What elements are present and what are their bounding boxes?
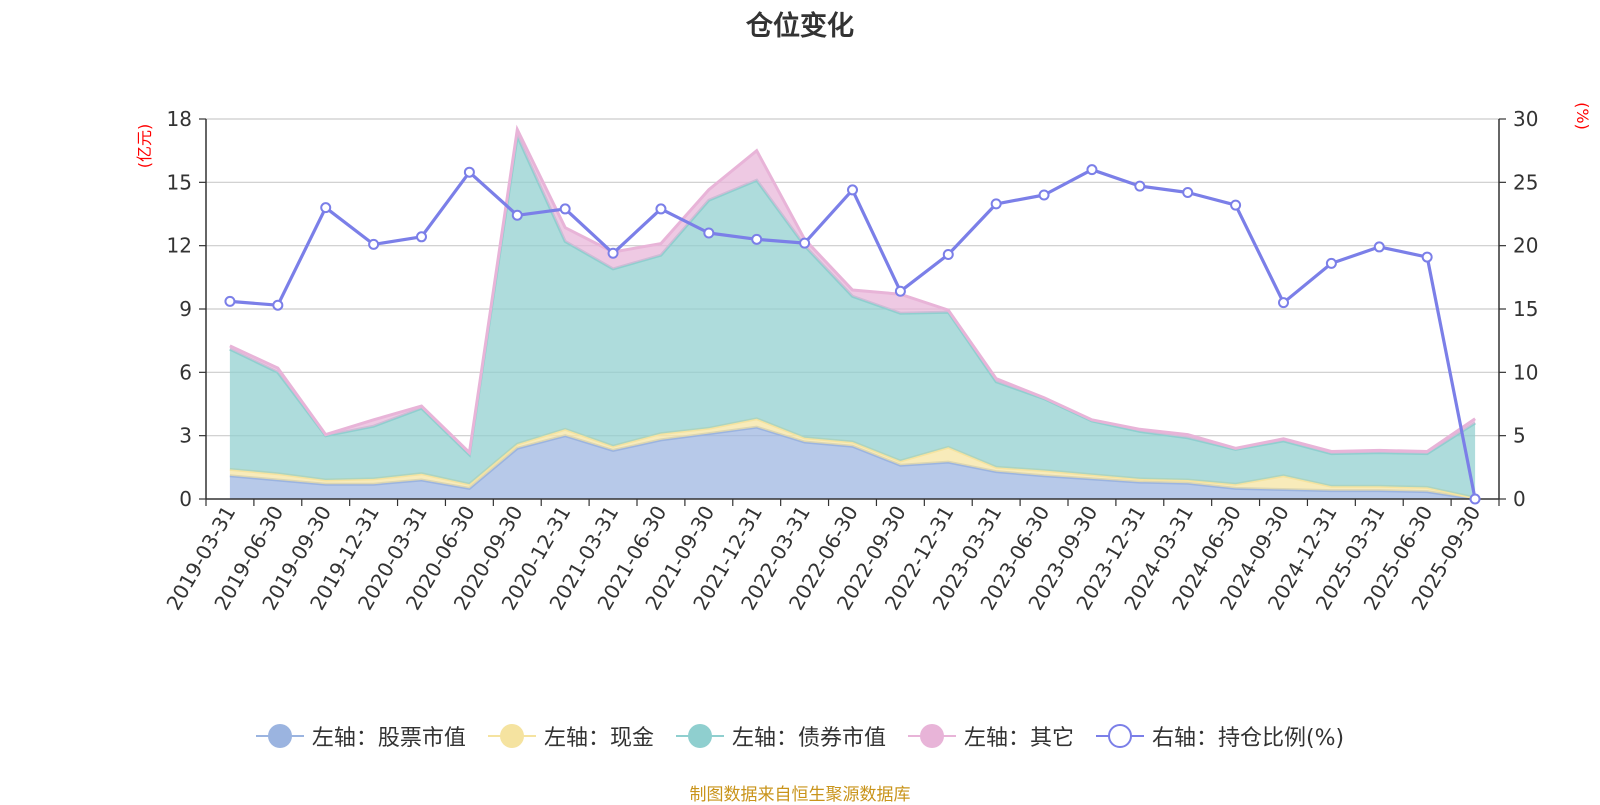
right-axis-tick-label: 15 (1513, 297, 1538, 321)
line-point[interactable] (1373, 241, 1385, 253)
legend-label: 左轴：股票市值 (311, 726, 466, 751)
legend-item[interactable]: 左轴：股票市值 (255, 720, 466, 752)
legend-symbol-icon (675, 724, 724, 748)
line-point[interactable] (751, 233, 763, 245)
right-axis-tick-label: 10 (1513, 360, 1538, 384)
line-point[interactable] (1038, 189, 1050, 201)
legend-symbol-icon (907, 724, 956, 748)
right-axis-unit: (%) (1573, 102, 1592, 130)
line-point[interactable] (1086, 164, 1098, 176)
legend-symbol-icon (1095, 724, 1144, 748)
line-point[interactable] (990, 198, 1002, 210)
line-point[interactable] (1421, 251, 1433, 263)
line-point[interactable] (799, 237, 811, 249)
left-axis-tick-label: 6 (179, 360, 192, 384)
area-左轴：股票市值 (229, 427, 1476, 499)
area-左轴：债券市值 (229, 135, 1476, 498)
line-point[interactable] (511, 209, 523, 221)
area-edge-左轴：其它 (229, 124, 1476, 456)
line-point[interactable] (224, 295, 236, 307)
line-point[interactable] (942, 249, 954, 261)
line-point[interactable] (1325, 257, 1337, 269)
legend-item[interactable]: 左轴：现金 (487, 720, 654, 752)
legend-symbol-icon (255, 724, 304, 748)
legend-label: 左轴：债券市值 (731, 726, 886, 751)
area-series (229, 124, 1476, 501)
line-point[interactable] (703, 227, 715, 239)
left-axis-unit: (亿元) (135, 124, 154, 169)
line-point[interactable] (559, 203, 571, 215)
legend-label: 左轴：现金 (543, 726, 654, 751)
legend-item[interactable]: 左轴：其它 (907, 720, 1074, 752)
source-note: 制图数据来自恒生聚源数据库 (689, 785, 911, 805)
line-point[interactable] (1182, 186, 1194, 198)
line-point[interactable] (894, 285, 906, 297)
line-point[interactable] (272, 299, 284, 311)
right-axis-tick-label: 30 (1513, 107, 1538, 131)
legend-symbol-icon (487, 724, 536, 748)
right-axis-tick-label: 5 (1513, 424, 1526, 448)
legend: 左轴：股票市值 左轴：现金 左轴：债券市值 左轴：其它 右轴：持仓比例(%) (0, 720, 1600, 752)
legend-label: 左轴：其它 (963, 726, 1074, 751)
legend-item[interactable]: 左轴：债券市值 (675, 720, 886, 752)
area-左轴：现金 (229, 418, 1476, 499)
line-series (224, 164, 1481, 505)
right-axis-tick-label: 25 (1513, 170, 1538, 194)
left-axis-tick-label: 3 (179, 424, 192, 448)
left-axis-tick-label: 9 (179, 297, 192, 321)
line-point[interactable] (368, 238, 380, 250)
line-point[interactable] (1134, 180, 1146, 192)
left-axis-tick-label: 15 (167, 170, 192, 194)
line-point[interactable] (463, 166, 475, 178)
left-axis-tick-label: 12 (167, 234, 192, 258)
line-point[interactable] (1278, 297, 1289, 309)
line-point[interactable] (1469, 493, 1481, 505)
line-point[interactable] (607, 247, 619, 259)
line-point[interactable] (655, 203, 667, 215)
line-point[interactable] (320, 202, 332, 214)
line-point[interactable] (847, 184, 858, 196)
left-axis-tick-label: 18 (167, 107, 192, 131)
right-axis-tick-label: 0 (1513, 487, 1526, 511)
line-point[interactable] (416, 231, 427, 243)
legend-item[interactable]: 右轴：持仓比例(%) (1095, 720, 1345, 752)
line-point[interactable] (1230, 199, 1242, 211)
area-左轴：其它 (229, 129, 1476, 455)
chart-title: 仓位变化 (746, 11, 854, 42)
legend-label: 右轴：持仓比例(%) (1151, 726, 1345, 751)
left-axis-tick-label: 0 (179, 487, 192, 511)
right-axis-tick-label: 20 (1513, 234, 1538, 258)
